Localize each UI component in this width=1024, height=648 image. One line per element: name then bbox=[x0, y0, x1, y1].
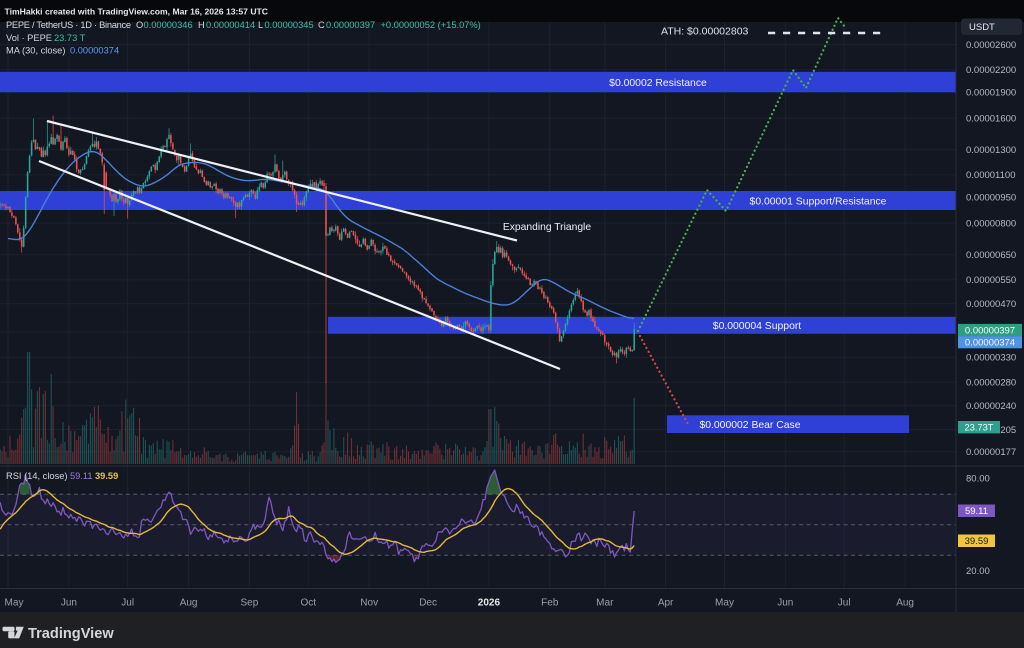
svg-text:Sep: Sep bbox=[241, 598, 259, 609]
svg-text:Oct: Oct bbox=[301, 598, 317, 609]
svg-text:0.00000374: 0.00000374 bbox=[965, 338, 1015, 349]
svg-text:0.00000650: 0.00000650 bbox=[966, 250, 1016, 261]
svg-text:23.73T: 23.73T bbox=[965, 423, 994, 433]
svg-text:Feb: Feb bbox=[541, 598, 559, 609]
svg-text:Mar: Mar bbox=[596, 598, 614, 609]
svg-text:TimHakki created with TradingV: TimHakki created with TradingView.com, M… bbox=[5, 7, 269, 17]
svg-text:0.00000470: 0.00000470 bbox=[966, 299, 1016, 310]
svg-text:Expanding Triangle: Expanding Triangle bbox=[503, 222, 591, 233]
svg-text:Jun: Jun bbox=[61, 598, 77, 609]
svg-text:Aug: Aug bbox=[180, 598, 198, 609]
svg-text:0.00000950: 0.00000950 bbox=[966, 192, 1016, 203]
svg-text:0.00000330: 0.00000330 bbox=[966, 353, 1016, 364]
svg-text:39.59: 39.59 bbox=[965, 536, 989, 547]
svg-text:0.00002200: 0.00002200 bbox=[966, 65, 1016, 76]
svg-text:$0.000002 Bear Case: $0.000002 Bear Case bbox=[699, 420, 800, 431]
svg-text:USDT: USDT bbox=[969, 22, 995, 33]
svg-text:May: May bbox=[5, 598, 24, 609]
svg-text:0.00001900: 0.00001900 bbox=[966, 87, 1016, 98]
svg-text:0.00001100: 0.00001100 bbox=[966, 170, 1016, 181]
svg-text:20.00: 20.00 bbox=[966, 566, 990, 577]
svg-text:0.00001300: 0.00001300 bbox=[966, 145, 1016, 156]
svg-text:May: May bbox=[715, 598, 734, 609]
svg-text:TradingView: TradingView bbox=[28, 626, 114, 642]
svg-text:Dec: Dec bbox=[419, 598, 437, 609]
svg-text:MA (30, close)0.00000374: MA (30, close) 0.00000374 bbox=[6, 46, 119, 56]
svg-text:Nov: Nov bbox=[360, 598, 378, 609]
svg-text:$0.00001 Support/Resistance: $0.00001 Support/Resistance bbox=[750, 196, 887, 207]
svg-text:0.00000397: 0.00000397 bbox=[965, 325, 1015, 336]
svg-text:0.00002600: 0.00002600 bbox=[966, 40, 1016, 51]
svg-text:ATH: $0.00002803: ATH: $0.00002803 bbox=[661, 26, 749, 38]
svg-text:Jun: Jun bbox=[777, 598, 793, 609]
svg-text:Aug: Aug bbox=[896, 598, 914, 609]
svg-text:0.00000240: 0.00000240 bbox=[966, 401, 1016, 412]
svg-text:$0.00002 Resistance: $0.00002 Resistance bbox=[609, 78, 707, 89]
svg-text:$0.000004 Support: $0.000004 Support bbox=[713, 321, 802, 332]
svg-text:59.11: 59.11 bbox=[965, 506, 988, 517]
svg-text:80.00: 80.00 bbox=[966, 474, 990, 485]
svg-text:Jul: Jul bbox=[838, 598, 851, 609]
svg-text:0.00000800: 0.00000800 bbox=[966, 218, 1016, 229]
svg-text:0.00000177: 0.00000177 bbox=[966, 447, 1016, 458]
svg-text:0.00000550: 0.00000550 bbox=[966, 275, 1016, 286]
svg-text:0.00000280: 0.00000280 bbox=[966, 378, 1016, 389]
svg-text:2026: 2026 bbox=[478, 598, 501, 609]
svg-text:Jul: Jul bbox=[121, 598, 134, 609]
svg-text:Apr: Apr bbox=[658, 598, 674, 609]
svg-text:0.00001600: 0.00001600 bbox=[966, 113, 1016, 124]
svg-text:PEPE / TetherUS · 1D · Binance: PEPE / TetherUS · 1D · Binance O0.0000034… bbox=[6, 20, 481, 30]
